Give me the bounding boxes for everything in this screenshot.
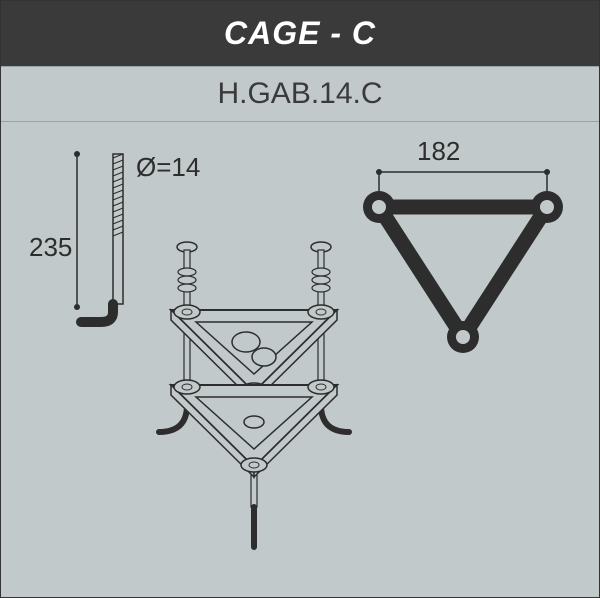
diameter-label: Ø=14 — [136, 152, 200, 183]
isometric-cage-view — [159, 242, 349, 547]
bolt-side-view — [74, 151, 123, 322]
diagram-area: 235 Ø=14 182 — [1, 122, 599, 597]
technical-drawing — [1, 122, 600, 582]
title-text: CAGE - C — [224, 15, 376, 51]
triangle-width-label: 182 — [417, 136, 460, 167]
subtitle-bar: H.GAB.14.C — [1, 66, 599, 122]
subtitle-text: H.GAB.14.C — [217, 77, 382, 110]
title-bar: CAGE - C — [1, 1, 599, 66]
triangle-plan-view — [363, 169, 563, 353]
height-dimension-label: 235 — [29, 232, 72, 263]
